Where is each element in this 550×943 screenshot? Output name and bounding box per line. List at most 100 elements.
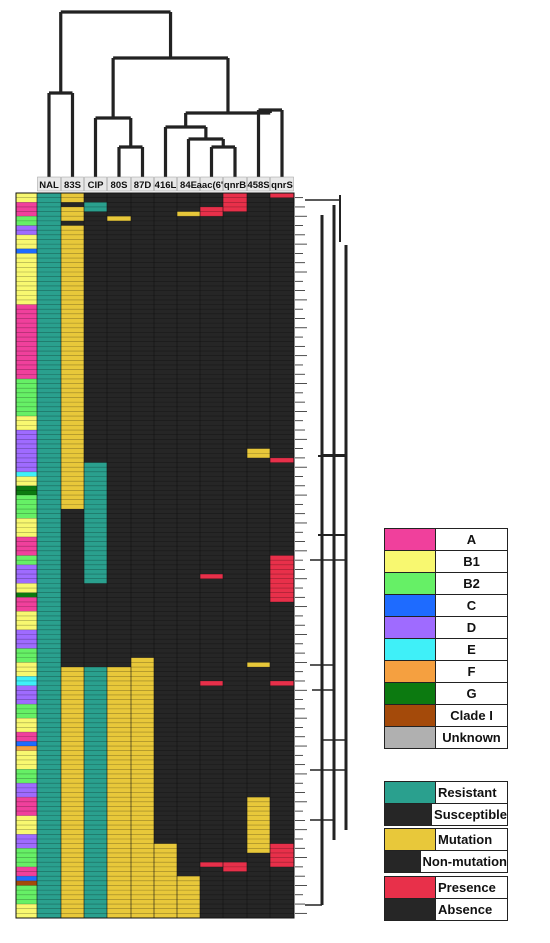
heatmap-cell (270, 457, 294, 463)
legend-item: B2 (385, 573, 507, 595)
legend-label: Clade I (450, 708, 493, 723)
heatmap-border (15, 192, 295, 919)
phylogroup-cell (16, 304, 37, 379)
phylogroup-cell (16, 471, 37, 477)
phylogroup-cell (16, 741, 37, 747)
heatmap-cell (177, 211, 200, 217)
column-headers: NAL 83S CIP 80S 87D 416L 84E aac(6')qnrB 458S qnr… (37, 176, 294, 192)
legend-item: D (385, 617, 507, 639)
legend-item: F (385, 661, 507, 683)
heatmap-cell (177, 876, 200, 918)
column-header: 87D (134, 180, 152, 191)
heatmap-cell (61, 193, 84, 203)
legend-swatch (385, 595, 436, 616)
phylogroup-cell (16, 495, 37, 519)
legend-swatch (385, 899, 436, 920)
legend-swatch (385, 705, 436, 726)
legend-item: Absence (385, 899, 507, 920)
heatmap-cell (270, 555, 294, 602)
phylogroup-cell (16, 648, 37, 663)
phylogroup-cell (16, 430, 37, 472)
phylogroup-cell (16, 769, 37, 784)
legend-label: G (466, 686, 477, 701)
column-header-box (247, 176, 270, 192)
phylogroup-legend: A B1 B2 C D E F G Clade I Unknown (384, 528, 508, 749)
phylogroup-cell (16, 685, 37, 705)
phylogroup-cell (16, 202, 37, 217)
phylogroup-cell (16, 797, 37, 816)
heatmap-cell (247, 797, 270, 853)
heatmap-cell (270, 843, 294, 867)
phylogroup-cell (16, 815, 37, 835)
column-header-box (177, 176, 200, 192)
legend-label: C (466, 598, 477, 613)
heatmap-cell (107, 667, 131, 918)
column-header-box (61, 176, 84, 192)
phylogroup-cell (16, 597, 37, 612)
phylogroup-cell (16, 629, 37, 649)
legend-item: Susceptible (385, 804, 507, 825)
heatmap-cell (200, 206, 223, 217)
heatmap-cell (61, 206, 84, 221)
phylogroup-cell (16, 611, 37, 630)
legend-label: Absence (438, 902, 493, 917)
legend-item: Presence (385, 877, 507, 899)
legend-label: B1 (463, 554, 480, 569)
phylogroup-cell (16, 234, 37, 249)
legend-swatch (385, 804, 433, 825)
heatmap-cell (84, 202, 107, 212)
mutation-legend: Mutation Non-mutation (384, 828, 508, 873)
legend-label: Presence (438, 880, 496, 895)
phylogroup-cell (16, 253, 37, 305)
heatmap-cell (223, 862, 247, 872)
column-header: 84E (180, 180, 197, 191)
heatmap-cell (61, 667, 84, 918)
phylogroup-cell (16, 248, 37, 254)
legend-label: B2 (463, 576, 480, 591)
legend-swatch (385, 551, 436, 572)
heatmap-cell (200, 680, 223, 686)
phylogroup-cell (16, 476, 37, 486)
phylogroup-cell (16, 216, 37, 226)
phylogroup-cell (16, 225, 37, 235)
column-header-box (154, 176, 177, 192)
phylogroup-cell (16, 904, 37, 918)
column-header-box (200, 176, 223, 192)
column-header: qnrB (224, 180, 246, 191)
heatmap-cell (247, 448, 270, 458)
phylogroup-cell (16, 750, 37, 770)
phylogroup-cell (16, 592, 37, 598)
phylogroup-cell (16, 732, 37, 742)
phylogroup-cell (16, 485, 37, 496)
column-header: NAL (39, 180, 59, 191)
legend-item: G (385, 683, 507, 705)
heatmap-cells (37, 193, 294, 918)
phylogroup-strip (16, 193, 37, 918)
phylogroup-cell (16, 555, 37, 565)
heatmap-cell (223, 193, 247, 212)
column-header: 416L (155, 180, 177, 191)
gene-legend: Presence Absence (384, 876, 508, 921)
legend-label: Mutation (438, 832, 493, 847)
legend-label: Unknown (442, 730, 501, 745)
column-header: aac(6') (197, 180, 227, 191)
legend-label: Resistant (438, 785, 497, 800)
heatmap-cell (270, 193, 294, 198)
legend-swatch (385, 683, 436, 704)
column-header-box (131, 176, 154, 192)
phylogroup-cell (16, 746, 37, 751)
legend-swatch (385, 661, 436, 682)
phylogroup-cell (16, 416, 37, 431)
legend-item: B1 (385, 551, 507, 573)
column-header-box (107, 176, 131, 192)
phylogroup-cell (16, 193, 37, 203)
legend-item: Non-mutation (385, 851, 507, 872)
phylogroup-cell (16, 848, 37, 867)
legend-label: E (467, 642, 476, 657)
legend-swatch (385, 877, 436, 898)
column-header: qnrS (271, 180, 293, 191)
phylogroup-cell (16, 564, 37, 584)
phylogroup-cell (16, 880, 37, 886)
legend-item: Mutation (385, 829, 507, 851)
